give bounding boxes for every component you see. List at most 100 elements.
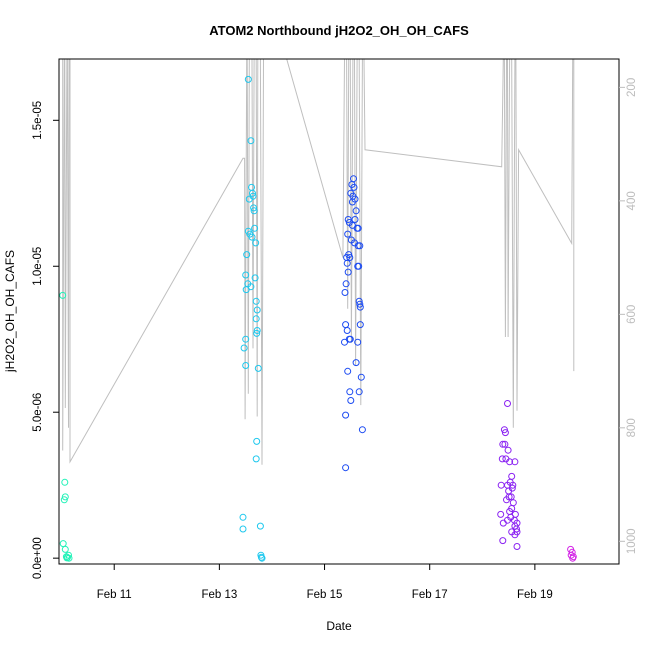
data-point-flight-2 xyxy=(248,233,256,241)
y-tick-label: 1.0e-05 xyxy=(32,247,44,286)
data-point-flight-2 xyxy=(252,455,260,463)
data-point-flight-4 xyxy=(513,528,521,536)
data-point-flight-2 xyxy=(244,75,252,83)
data-point-flight-3 xyxy=(343,327,351,334)
right-tick-label: 1000 xyxy=(626,529,638,555)
data-point-flight-3 xyxy=(343,259,351,267)
data-point-flight-4 xyxy=(509,481,517,489)
data-point-flight-3 xyxy=(344,268,352,276)
data-point-flight-2 xyxy=(242,286,250,294)
y-tick-label: 5.0e-06 xyxy=(32,393,44,432)
data-point-flight-3 xyxy=(351,216,359,223)
data-point-flight-2 xyxy=(250,207,258,215)
data-point-flight-4 xyxy=(500,426,508,434)
data-point-flight-3 xyxy=(341,289,349,296)
data-point-flight-3 xyxy=(346,388,354,396)
data-point-flight-3 xyxy=(356,242,364,250)
data-point-flight-4 xyxy=(501,429,509,437)
y-axis-label: jH2O2_OH_OH_CAFS xyxy=(3,250,17,373)
data-point-flight-2 xyxy=(253,329,261,337)
data-point-flight-4 xyxy=(503,496,510,504)
data-point-flight-4 xyxy=(497,481,505,489)
data-point-flight-4 xyxy=(508,484,516,492)
data-point-flight-3 xyxy=(358,426,366,434)
x-tick-label: Feb 11 xyxy=(97,589,132,601)
data-point-flight-3 xyxy=(356,300,364,308)
right-tick-label: 800 xyxy=(626,418,638,437)
data-point-flight-3 xyxy=(357,373,365,381)
right-tick-label: 600 xyxy=(626,305,638,324)
right-tick-label: 400 xyxy=(626,191,638,210)
data-point-flight-2 xyxy=(258,554,266,562)
data-point-flight-4 xyxy=(508,472,516,480)
data-point-flight-1 xyxy=(61,545,69,553)
data-point-flight-3 xyxy=(352,207,360,215)
data-points-layer xyxy=(59,75,577,562)
data-point-flight-4 xyxy=(504,446,512,454)
data-point-flight-3 xyxy=(348,198,356,206)
data-point-flight-1 xyxy=(61,478,69,486)
data-point-flight-1 xyxy=(61,493,69,501)
data-point-flight-4 xyxy=(509,499,517,507)
data-point-flight-2 xyxy=(250,204,258,212)
data-point-flight-3 xyxy=(356,321,364,329)
data-point-flight-3 xyxy=(350,175,357,183)
data-point-flight-3 xyxy=(344,216,352,223)
data-point-flight-3 xyxy=(342,280,350,288)
data-point-flight-1 xyxy=(59,540,67,548)
pressure-trace-line xyxy=(59,58,575,465)
data-point-flight-2 xyxy=(252,239,260,247)
data-point-flight-2 xyxy=(251,274,259,282)
data-point-flight-5 xyxy=(569,554,577,562)
data-point-flight-4 xyxy=(499,519,507,527)
x-tick-label: Feb 17 xyxy=(412,589,448,601)
y-tick-label: 1.5e-05 xyxy=(32,101,44,140)
x-tick-label: Feb 19 xyxy=(517,589,553,601)
data-point-flight-3 xyxy=(342,464,350,472)
data-point-flight-3 xyxy=(350,183,358,191)
data-point-flight-3 xyxy=(347,397,355,404)
pressure-trace-layer xyxy=(59,58,575,465)
y-axis: 0.0e+00 5.0e-06 1.0e-05 1.5e-05 xyxy=(32,101,59,579)
data-point-flight-1 xyxy=(59,291,67,299)
data-point-flight-2 xyxy=(243,251,251,259)
data-point-flight-1 xyxy=(65,554,73,562)
data-point-flight-4 xyxy=(499,537,507,545)
data-point-flight-2 xyxy=(242,362,250,369)
data-point-flight-2 xyxy=(249,192,257,200)
data-point-flight-4 xyxy=(501,440,509,448)
data-point-flight-2 xyxy=(253,437,261,445)
data-point-flight-4 xyxy=(499,440,507,448)
data-point-flight-2 xyxy=(253,327,261,334)
data-point-flight-2 xyxy=(247,137,255,145)
data-point-flight-3 xyxy=(341,338,348,346)
data-point-flight-3 xyxy=(355,262,363,270)
data-point-flight-3 xyxy=(356,303,364,311)
data-point-flight-3 xyxy=(342,321,350,329)
data-point-flight-2 xyxy=(252,297,260,305)
plot-frame xyxy=(58,58,620,565)
chart-title: ATOM2 Northbound jH2O2_OH_OH_CAFS xyxy=(209,23,469,38)
data-point-flight-4 xyxy=(513,543,521,550)
right-tick-label: 200 xyxy=(626,78,638,97)
data-point-flight-1 xyxy=(60,496,68,504)
data-point-flight-3 xyxy=(352,359,360,367)
data-point-flight-4 xyxy=(498,455,506,463)
data-point-flight-3 xyxy=(344,230,352,238)
data-point-flight-2 xyxy=(240,344,248,352)
data-point-flight-2 xyxy=(256,522,264,530)
right-pressure-axis: 200 400 600 800 1000 xyxy=(619,78,638,554)
x-axis-label: Date xyxy=(326,619,352,633)
data-point-flight-2 xyxy=(251,224,259,232)
x-axis: Feb 11 Feb 13 Feb 15 Feb 17 Feb 19 xyxy=(97,564,553,601)
data-point-flight-3 xyxy=(346,335,354,343)
data-point-flight-4 xyxy=(506,458,514,466)
data-point-flight-2 xyxy=(254,364,262,372)
data-point-flight-2 xyxy=(252,315,260,323)
data-point-flight-4 xyxy=(511,458,519,466)
data-point-flight-2 xyxy=(253,306,261,314)
data-point-flight-2 xyxy=(239,513,247,521)
data-point-flight-3 xyxy=(346,254,354,261)
x-tick-label: Feb 13 xyxy=(201,589,237,601)
